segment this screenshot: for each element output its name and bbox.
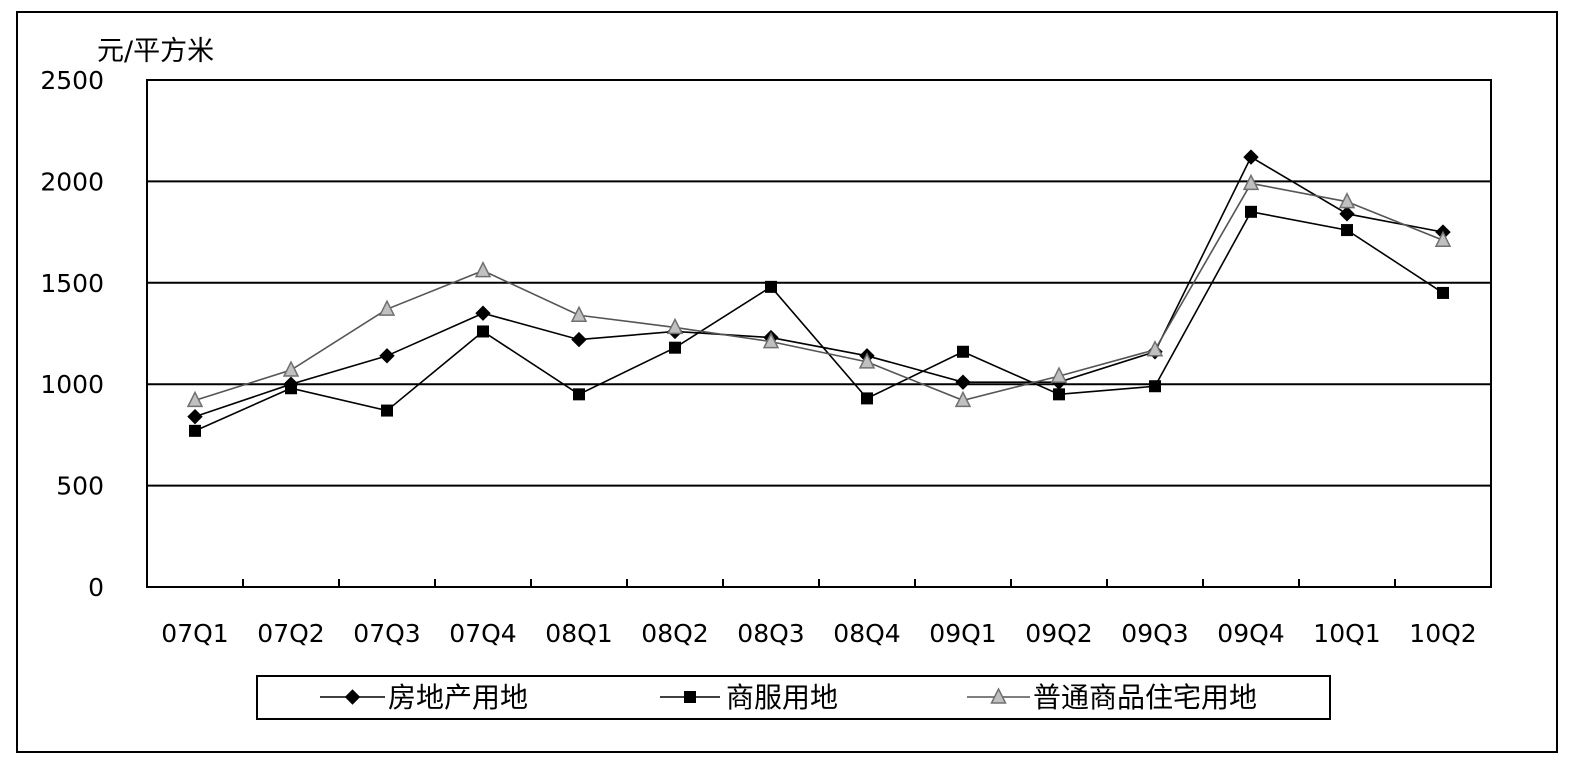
data-point xyxy=(1242,173,1260,191)
y-tick-label: 2500 xyxy=(40,66,104,95)
data-point xyxy=(1434,230,1452,247)
x-tick-label: 07Q2 xyxy=(257,619,324,648)
y-axis: 0 500 1000 1500 2000 2500 xyxy=(40,66,104,602)
legend-box xyxy=(256,675,1331,720)
data-point xyxy=(1050,366,1068,383)
series-line xyxy=(194,155,1444,418)
x-tick-label: 09Q3 xyxy=(1121,619,1188,648)
x-tick-label: 08Q2 xyxy=(641,619,708,648)
legend-item: 商服用地 xyxy=(660,681,838,714)
series-line xyxy=(194,210,1444,432)
y-axis-unit: 元/平方米 xyxy=(97,36,214,67)
x-tick-label: 09Q2 xyxy=(1025,619,1092,648)
data-point xyxy=(475,305,491,321)
x-axis: 07Q1 07Q2 07Q3 07Q4 08Q1 08Q2 08Q3 08Q4 09Q1 09Q2… xyxy=(161,579,1477,648)
x-tick-label: 07Q3 xyxy=(353,619,420,648)
legend-label: 普通商品住宅用地 xyxy=(1033,681,1257,714)
chart-frame xyxy=(16,11,1558,753)
legend-label: 商服用地 xyxy=(726,681,838,714)
data-point xyxy=(571,331,587,348)
series-line xyxy=(194,182,1444,402)
x-tick-label: 07Q4 xyxy=(449,619,516,648)
x-tick-label: 08Q3 xyxy=(737,619,804,648)
x-tick-label: 08Q1 xyxy=(545,619,612,648)
y-tick-label: 500 xyxy=(56,472,104,501)
data-point xyxy=(282,360,300,377)
series-3 xyxy=(186,173,1452,408)
legend-marker xyxy=(990,687,1007,704)
data-point xyxy=(285,382,297,395)
data-point xyxy=(187,408,203,425)
x-tick-label: 07Q1 xyxy=(161,619,228,648)
data-point xyxy=(858,352,876,369)
data-point xyxy=(573,388,585,401)
x-tick-label: 10Q2 xyxy=(1409,619,1476,648)
data-point xyxy=(1245,205,1257,218)
x-tick-label: 09Q1 xyxy=(929,619,996,648)
x-tick-label: 08Q4 xyxy=(833,619,900,648)
data-point xyxy=(186,390,204,408)
series-layer xyxy=(186,149,1452,437)
y-tick-label: 2000 xyxy=(40,167,104,196)
data-point xyxy=(1243,149,1259,165)
data-point xyxy=(1341,224,1353,237)
data-point xyxy=(957,345,969,358)
data-point xyxy=(1437,286,1449,299)
legend-marker xyxy=(684,691,696,703)
x-tick-label: 09Q4 xyxy=(1217,619,1284,648)
data-point xyxy=(669,341,681,354)
x-tick-label: 10Q1 xyxy=(1313,619,1380,648)
y-tick-label: 1000 xyxy=(40,370,104,399)
data-point xyxy=(1338,192,1356,209)
data-point xyxy=(477,325,489,338)
data-point xyxy=(379,348,395,364)
y-tick-label: 0 xyxy=(88,573,104,602)
legend-item: 普通商品住宅用地 xyxy=(967,681,1257,714)
series-2 xyxy=(189,205,1449,437)
data-point xyxy=(954,390,972,408)
data-point xyxy=(861,392,873,405)
data-point xyxy=(189,424,201,437)
legend-marker xyxy=(344,689,361,705)
legend-item: 房地产用地 xyxy=(320,681,528,714)
data-point xyxy=(570,305,588,322)
data-point xyxy=(762,331,780,349)
data-point xyxy=(1146,340,1164,357)
data-point xyxy=(955,374,971,390)
data-point xyxy=(666,317,684,335)
gridlines xyxy=(147,180,1491,487)
y-tick-label: 1500 xyxy=(40,269,104,298)
data-point xyxy=(474,260,492,278)
data-point xyxy=(381,404,393,417)
data-point xyxy=(1053,388,1065,401)
data-point xyxy=(1149,380,1161,393)
data-point xyxy=(378,299,396,316)
legend-label: 房地产用地 xyxy=(388,681,528,714)
legend: 房地产用地 商服用地 普通商品住宅用地 xyxy=(256,675,1331,720)
data-point xyxy=(1339,206,1355,222)
data-point xyxy=(765,280,777,293)
